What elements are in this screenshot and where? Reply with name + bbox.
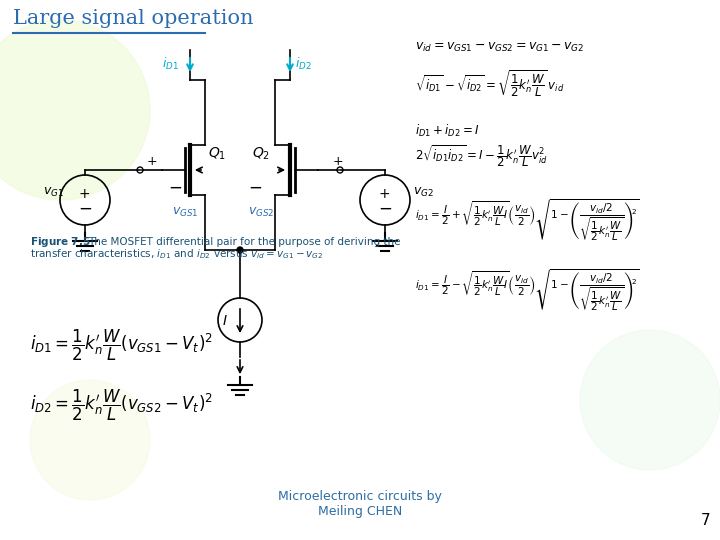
Text: $2\sqrt{i_{D1}i_{D2}} = I - \dfrac{1}{2}k_n^{\prime}\dfrac{W}{L}v_{id}^2$: $2\sqrt{i_{D1}i_{D2}} = I - \dfrac{1}{2}… bbox=[415, 144, 548, 169]
Text: $\mathbf{Figure\ 7.5}$: $\mathbf{Figure\ 7.5}$ bbox=[30, 235, 91, 249]
Text: $+$: $+$ bbox=[146, 155, 157, 168]
Text: $-$: $-$ bbox=[378, 199, 392, 217]
Text: $+$: $+$ bbox=[78, 187, 90, 201]
Text: $\sqrt{i_{D1}} - \sqrt{i_{D2}} = \sqrt{\dfrac{1}{2}k_n^{\prime}\dfrac{W}{L}}\,v_: $\sqrt{i_{D1}} - \sqrt{i_{D2}} = \sqrt{\… bbox=[415, 69, 564, 99]
Text: $i_{D1} = \dfrac{I}{2} + \sqrt{\dfrac{1}{2}k_n^{\prime}\dfrac{W}{L}I}\left(\dfra: $i_{D1} = \dfrac{I}{2} + \sqrt{\dfrac{1}… bbox=[415, 198, 639, 245]
Text: The MOSFET differential pair for the purpose of deriving the: The MOSFET differential pair for the pur… bbox=[88, 237, 400, 247]
Text: $-$: $-$ bbox=[248, 178, 262, 196]
Text: $Q_1$: $Q_1$ bbox=[208, 146, 226, 163]
Text: transfer characteristics, $i_{D1}$ and $i_{D2}$ versus $v_{id}=v_{G1}-v_{G2}$: transfer characteristics, $i_{D1}$ and $… bbox=[30, 247, 323, 261]
Text: Large signal operation: Large signal operation bbox=[13, 9, 253, 28]
Text: $Q_2$: $Q_2$ bbox=[252, 146, 270, 163]
Text: $I$: $I$ bbox=[222, 314, 228, 328]
Circle shape bbox=[580, 330, 720, 470]
Text: $+$: $+$ bbox=[378, 187, 390, 201]
Text: $-$: $-$ bbox=[78, 199, 92, 217]
Text: 7: 7 bbox=[701, 513, 710, 528]
Text: $i_{D1}$: $i_{D1}$ bbox=[162, 56, 179, 72]
Circle shape bbox=[0, 20, 150, 200]
Text: $v_{G1}$: $v_{G1}$ bbox=[43, 186, 64, 199]
Text: $v_{GS1}$: $v_{GS1}$ bbox=[172, 206, 199, 219]
Text: $v_{id} = v_{GS1} - v_{GS2} = v_{G1} - v_{G2}$: $v_{id} = v_{GS1} - v_{GS2} = v_{G1} - v… bbox=[415, 41, 585, 54]
Text: $v_{G2}$: $v_{G2}$ bbox=[413, 186, 433, 199]
Text: $i_{D1} = \dfrac{1}{2}k_n^{\prime}\dfrac{W}{L}(v_{GS1}-V_t)^2$: $i_{D1} = \dfrac{1}{2}k_n^{\prime}\dfrac… bbox=[30, 328, 213, 363]
Text: Microelectronic circuits by
Meiling CHEN: Microelectronic circuits by Meiling CHEN bbox=[278, 490, 442, 518]
Text: $+$: $+$ bbox=[332, 155, 343, 168]
Text: $v_{GS2}$: $v_{GS2}$ bbox=[248, 206, 274, 219]
Circle shape bbox=[237, 247, 243, 253]
Text: $i_{D1}+i_{D2} = I$: $i_{D1}+i_{D2} = I$ bbox=[415, 123, 480, 139]
Text: $i_{D2}$: $i_{D2}$ bbox=[295, 56, 312, 72]
Circle shape bbox=[30, 380, 150, 500]
Text: $-$: $-$ bbox=[168, 178, 182, 196]
Text: $i_{D2} = \dfrac{1}{2}k_n^{\prime}\dfrac{W}{L}(v_{GS2}-V_t)^2$: $i_{D2} = \dfrac{1}{2}k_n^{\prime}\dfrac… bbox=[30, 388, 213, 423]
Text: $i_{D1} = \dfrac{I}{2} - \sqrt{\dfrac{1}{2}k_n^{\prime}\dfrac{W}{L}I}\left(\dfra: $i_{D1} = \dfrac{I}{2} - \sqrt{\dfrac{1}… bbox=[415, 268, 639, 314]
